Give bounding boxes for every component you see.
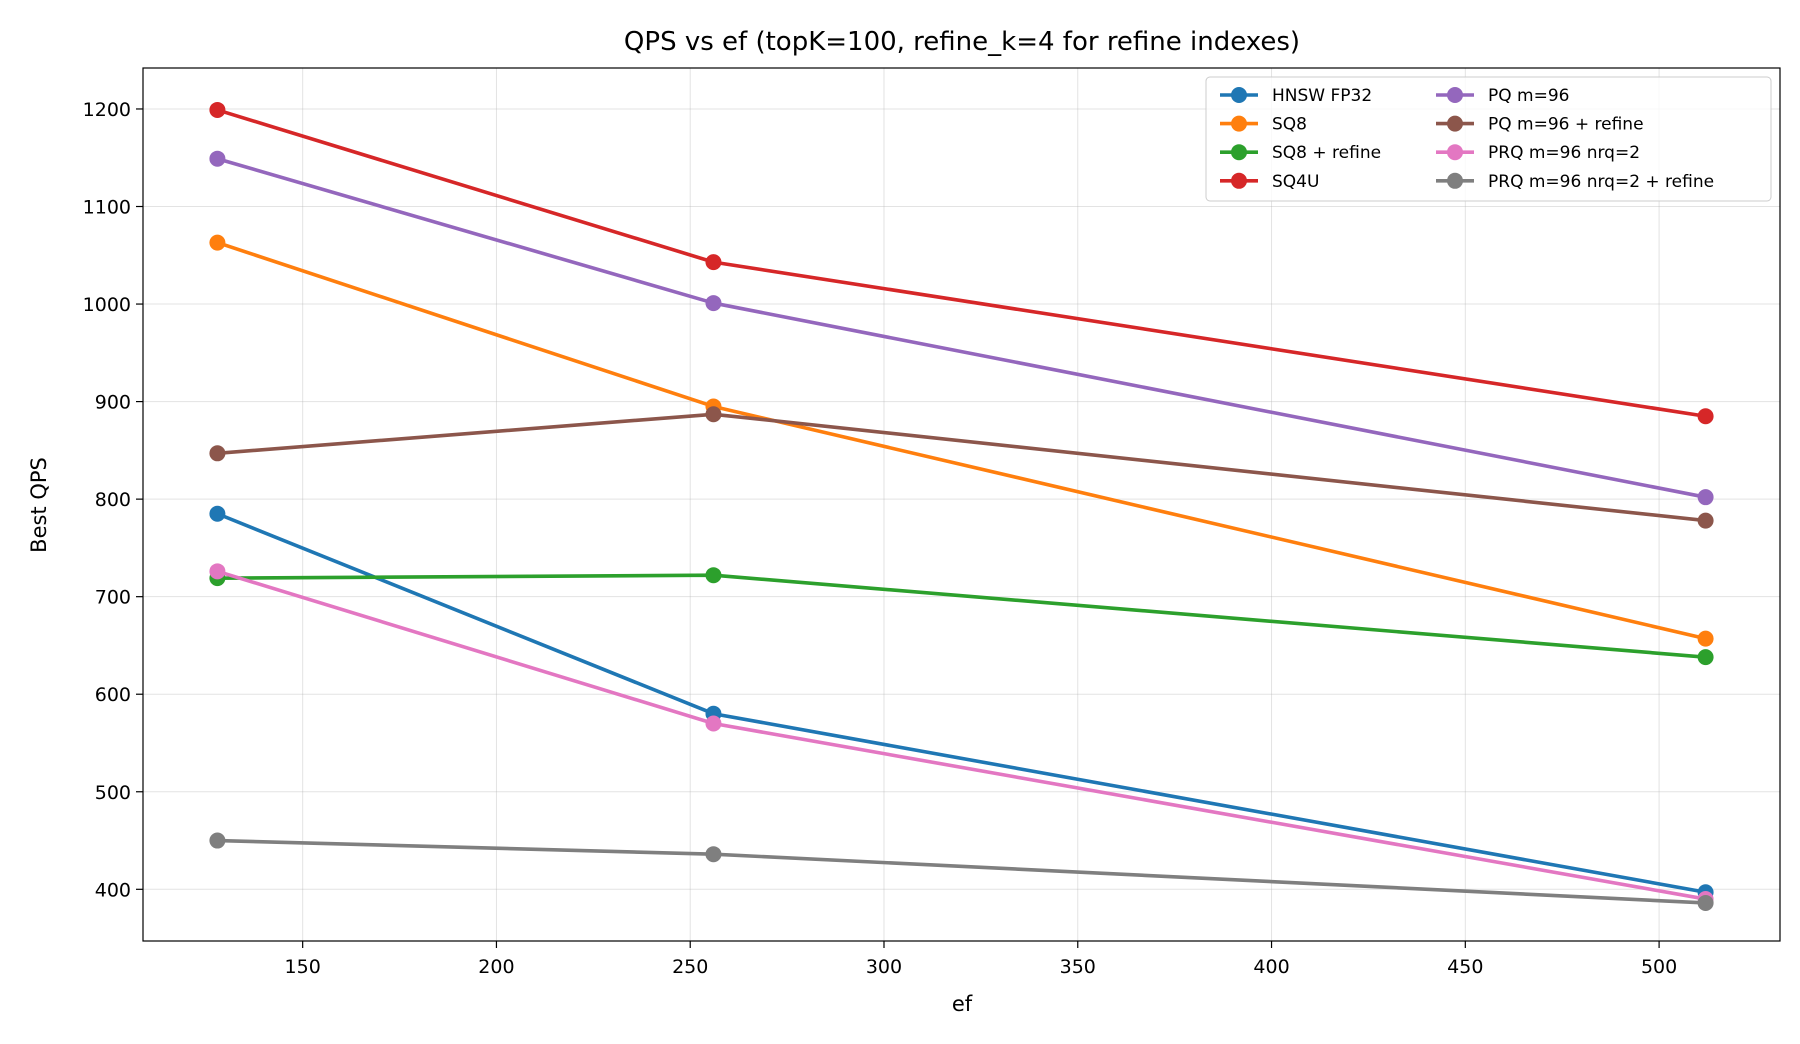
legend-swatch-marker (1231, 87, 1247, 103)
y-tick-label: 400 (95, 879, 131, 901)
x-tick-label: 200 (478, 956, 514, 978)
legend-swatch-marker (1447, 172, 1463, 189)
data-point (1697, 894, 1714, 911)
y-axis: 400 500 600 700 800 900 1000 1100 1200 (83, 99, 143, 901)
x-tick-label: 500 (1641, 956, 1677, 978)
data-point (705, 406, 722, 423)
series-layer (209, 101, 1714, 911)
x-tick-label: 400 (1253, 956, 1289, 978)
legend-item: PRQ m=96 nrq=2 + refine (1436, 172, 1714, 192)
y-tick-label: 500 (95, 782, 131, 804)
legend-label: SQ8 + refine (1272, 143, 1381, 163)
data-point (209, 234, 226, 251)
legend-swatch-marker (1447, 144, 1463, 161)
grid (143, 68, 1780, 941)
data-point (705, 254, 722, 271)
x-tick-label: 450 (1447, 956, 1483, 978)
data-point (705, 846, 722, 863)
y-tick-label: 1100 (83, 197, 131, 219)
legend-swatch-marker (1447, 115, 1463, 132)
legend-swatch-marker (1231, 144, 1247, 161)
data-point (705, 567, 722, 584)
x-tick-label: 300 (866, 956, 902, 978)
chart-title: QPS vs ef (topK=100, refine_k=4 for refi… (624, 27, 1300, 57)
data-point (1697, 630, 1714, 647)
data-point (209, 832, 226, 849)
y-tick-label: 800 (95, 489, 131, 511)
legend-label: HNSW FP32 (1272, 86, 1372, 106)
legend-label: SQ4U (1272, 172, 1319, 192)
legend-box (1205, 76, 1772, 202)
x-axis: 150 200 250 300 350 400 450 500 (285, 941, 1677, 978)
x-tick-label: 150 (285, 956, 321, 978)
data-point (705, 715, 722, 732)
data-point (1697, 489, 1714, 506)
legend-item: SQ4U (1220, 172, 1319, 192)
y-tick-label: 700 (95, 587, 131, 609)
legend-item: HNSW FP32 (1220, 86, 1372, 106)
legend-label: PRQ m=96 nrq=2 (1488, 143, 1640, 163)
legend-label: PQ m=96 (1488, 86, 1569, 106)
x-axis-label: ef (952, 992, 973, 1016)
legend-item: SQ8 (1220, 115, 1307, 135)
legend-label: PQ m=96 + refine (1488, 115, 1644, 135)
legend-item: PQ m=96 + refine (1436, 115, 1644, 135)
series-4 (209, 150, 1714, 506)
y-axis-label: Best QPS (27, 457, 51, 553)
x-tick-label: 350 (1060, 956, 1096, 978)
data-point (1697, 408, 1714, 425)
legend-item: PRQ m=96 nrq=2 (1436, 143, 1640, 163)
legend-label: SQ8 (1272, 115, 1307, 135)
series-7 (209, 832, 1714, 911)
legend: HNSW FP32 SQ8 SQ8 + refine SQ4U PQ m=96 PQ m=… (1205, 76, 1772, 202)
y-tick-label: 900 (95, 392, 131, 414)
data-point (209, 101, 226, 118)
series-5 (209, 406, 1714, 529)
data-point (209, 505, 226, 522)
data-point (1697, 649, 1714, 666)
y-tick-label: 1200 (83, 99, 131, 121)
data-point (209, 150, 226, 167)
x-tick-label: 250 (672, 956, 708, 978)
legend-item: PQ m=96 (1436, 86, 1569, 106)
legend-swatch-marker (1447, 87, 1463, 103)
y-tick-label: 1000 (83, 294, 131, 316)
legend-swatch-marker (1231, 172, 1247, 189)
series-3 (209, 101, 1714, 425)
y-tick-label: 600 (95, 684, 131, 706)
data-point (1697, 512, 1714, 529)
data-point (705, 295, 722, 312)
data-point (209, 445, 226, 462)
legend-swatch-marker (1231, 115, 1247, 132)
data-point (209, 563, 226, 580)
legend-item: SQ8 + refine (1220, 143, 1381, 163)
plot-frame (142, 67, 1781, 942)
legend-label: PRQ m=96 nrq=2 + refine (1488, 172, 1714, 192)
